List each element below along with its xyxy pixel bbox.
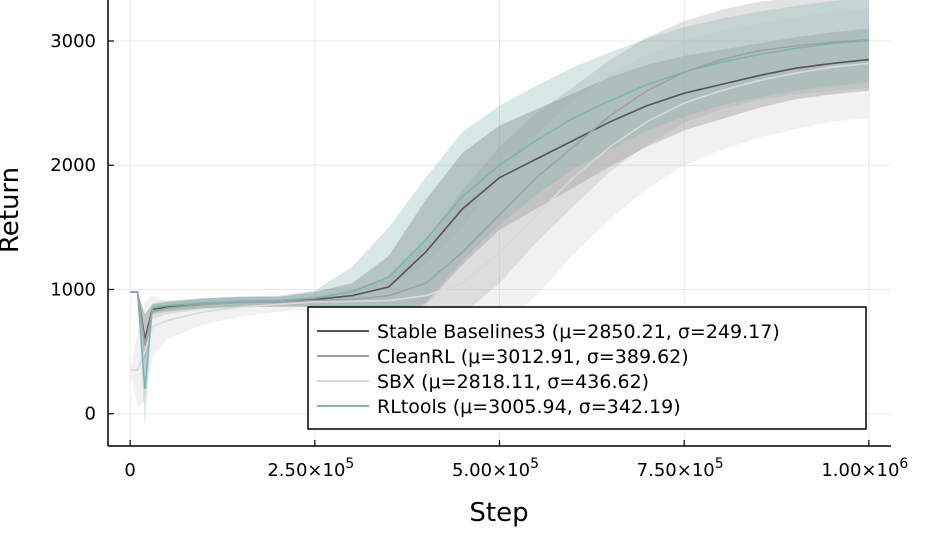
legend-box	[307, 306, 867, 430]
series-line-1	[130, 39, 869, 346]
series-band-1	[130, 0, 869, 377]
x-tick-label-2: 5.00×105	[452, 456, 539, 481]
y-axis-label: Return	[0, 167, 25, 253]
x-axis-ticks: 0 2.50×105 5.00×105 7.50×105 1.00×106	[124, 440, 908, 481]
series-line-0	[130, 58, 869, 340]
x-tick-label-1: 2.50×105	[267, 456, 354, 481]
x-tick-label-4: 1.00×106	[821, 456, 908, 481]
y-tick-label-3: 3000	[50, 31, 96, 52]
legend-label-3: RLtools (μ=3005.94, σ=342.19)	[377, 396, 681, 418]
legend-label-0: Stable Baselines3 (μ=2850.21, σ=249.17)	[377, 321, 780, 343]
legend-label-1: CleanRL (μ=3012.91, σ=389.62)	[377, 346, 689, 368]
legend: Stable Baselines3 (μ=2850.21, σ=249.17) C…	[307, 306, 867, 430]
series-line-2	[130, 62, 869, 371]
y-tick-label-2: 2000	[50, 155, 96, 176]
y-tick-label-0: 0	[85, 404, 96, 425]
series-band-3	[130, 0, 869, 427]
series-line-3	[130, 39, 869, 389]
y-axis-ticks: 0 1000 2000 3000	[50, 31, 114, 425]
x-tick-label-0: 0	[124, 460, 135, 481]
x-tick-label-3: 7.50×105	[637, 456, 724, 481]
series-lines	[130, 39, 869, 389]
series-band-0	[130, 28, 869, 364]
legend-label-2: SBX (μ=2818.11, σ=436.62)	[377, 371, 649, 393]
y-tick-label-1: 1000	[50, 279, 96, 300]
x-axis-label: Step	[469, 498, 528, 528]
